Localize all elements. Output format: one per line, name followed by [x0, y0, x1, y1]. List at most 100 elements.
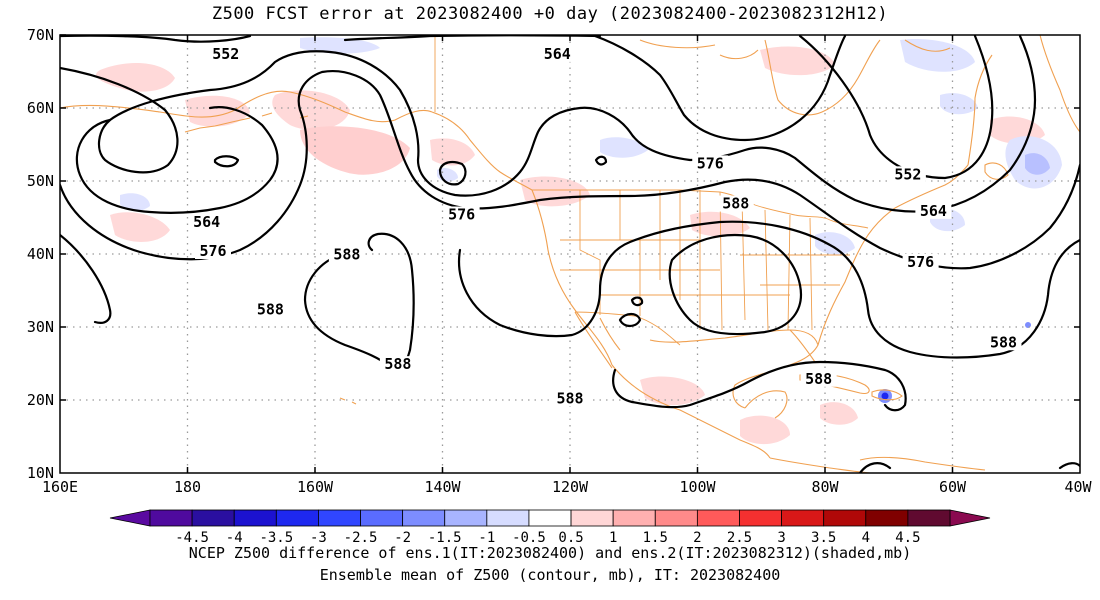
contour-552: [60, 35, 252, 43]
contour-label: 564: [188, 213, 225, 231]
colorbar-tick-label: 0.5: [558, 530, 583, 546]
colorbar-swatch: [570, 509, 614, 527]
contour-564-ring: [594, 155, 608, 166]
contour-label-bg: [443, 206, 480, 223]
colorbar-tick-label: -0.5: [512, 530, 546, 546]
contour-label: 588: [800, 370, 837, 388]
contour-label-text: 576: [199, 242, 226, 260]
colorbar-swatch: [528, 509, 572, 527]
contour-label-bg: [188, 213, 225, 230]
colorbar-swatch: [191, 509, 235, 527]
contour-label-bg: [539, 45, 576, 62]
colorbar-tick-label: -3.5: [259, 530, 293, 546]
colorbar-tick-label: 3: [777, 530, 785, 546]
contour-label-text: 576: [907, 253, 934, 271]
colorbar-tick-label: -1: [478, 530, 495, 546]
colorbar-swatch: [823, 509, 867, 527]
colorbar-tick-label: 1: [609, 530, 617, 546]
contour-label-bg: [889, 166, 926, 183]
shade-patch: [120, 193, 150, 212]
colorbar-swatch: [612, 509, 656, 527]
contour-label: 588: [328, 246, 365, 264]
shade-patch: [300, 126, 410, 175]
contour-label-text: 564: [193, 213, 220, 231]
colorbar-arrow-left: [109, 509, 151, 527]
lat-tick-label: 50N: [27, 172, 54, 190]
coast-greenland: [1039, 35, 1080, 133]
coast-south-america: [859, 456, 986, 471]
lon-tick-label: 120W: [552, 478, 589, 496]
coast-central-america: [769, 457, 871, 473]
contour-label-text: 588: [990, 333, 1017, 351]
contour-label-bg: [692, 155, 729, 172]
shade-patch: [300, 37, 380, 54]
shade-patch: [600, 137, 648, 158]
caption-line-1: NCEP Z500 difference of ens.1(IT:2023082…: [188, 544, 912, 562]
colorbar-swatch: [654, 509, 698, 527]
colorbar-swatch: [781, 509, 825, 527]
political-borders: [434, 35, 869, 346]
contour-label-text: 588: [333, 246, 360, 264]
contour-label: 576: [195, 242, 231, 260]
lat-tick-label: 10N: [27, 464, 54, 482]
coast-bc: [431, 111, 533, 191]
contour-588-south: [612, 360, 907, 412]
lon-tick-label: 160E: [42, 478, 78, 496]
shade-patch: [1025, 153, 1050, 175]
contour-label-text: 564: [544, 45, 571, 63]
colorbar-tick-label: -4: [226, 530, 243, 546]
lat-tick-label: 20N: [27, 391, 54, 409]
shade-patch: [815, 232, 855, 255]
contour-label-layer: 552 564 564 576 588 576 588 588 576 588 552 564 576 5…: [188, 45, 1022, 407]
contour-label-bg: [800, 370, 837, 387]
colorbar-swatch: [360, 509, 404, 527]
coastlines: [60, 35, 1080, 473]
colorbar-swatch: [739, 509, 782, 527]
colorbar-swatch: [444, 509, 488, 527]
colorbar-swatch: [696, 509, 740, 527]
colorbar-swatch: [149, 509, 193, 527]
contour-label-text: 564: [920, 202, 947, 220]
lat-tick-label: 30N: [27, 318, 54, 336]
contour-564-ring: [75, 106, 279, 214]
coast-arctic-islands: [639, 39, 951, 60]
contour-label: 588: [552, 389, 588, 407]
contour-label-text: 576: [697, 154, 724, 172]
shade-patch: [430, 138, 475, 166]
contour-label-text: 552: [212, 45, 239, 63]
contour-label-text: 552: [894, 165, 921, 183]
colorbar-swatch: [233, 509, 277, 527]
contour-588-edge: [858, 462, 1080, 473]
border-states: [560, 190, 850, 331]
contour-552: [213, 155, 240, 168]
contour-588-small: [618, 312, 642, 328]
coast-florida: [789, 329, 816, 363]
lat-tick-label: 40N: [27, 245, 54, 263]
lon-axis: 160E 180 160W 140W 120W 100W 80W 60W 40W: [42, 478, 1093, 496]
colorbar-swatch: [907, 509, 951, 527]
shade-patch: [640, 376, 705, 406]
contour-552: [343, 35, 602, 42]
colorbar-tick-label: 4.5: [895, 530, 920, 546]
colorbar-swatch: [402, 509, 446, 527]
contour-label-bg: [195, 243, 231, 259]
contour-label: 564: [539, 45, 576, 63]
contour-label: 576: [902, 253, 939, 271]
shade-patch: [110, 212, 170, 242]
coast-mexico: [611, 364, 771, 459]
shade-patch: [820, 402, 858, 425]
contour-label-text: 588: [384, 355, 411, 373]
shade-patch: [940, 93, 978, 115]
contour-label: 588: [717, 195, 754, 213]
colorbar-swatch: [865, 509, 909, 527]
shade-spot: [1025, 322, 1031, 328]
contour-label-text: 588: [805, 370, 832, 388]
coast-west-us: [531, 189, 613, 366]
difference-shading: [96, 37, 1062, 445]
colorbar-swatch: [318, 509, 361, 527]
contour-label-bg: [985, 334, 1022, 351]
contour-label-bg: [902, 253, 939, 270]
contour-label: 564: [915, 202, 952, 220]
shade-patch: [740, 415, 790, 445]
